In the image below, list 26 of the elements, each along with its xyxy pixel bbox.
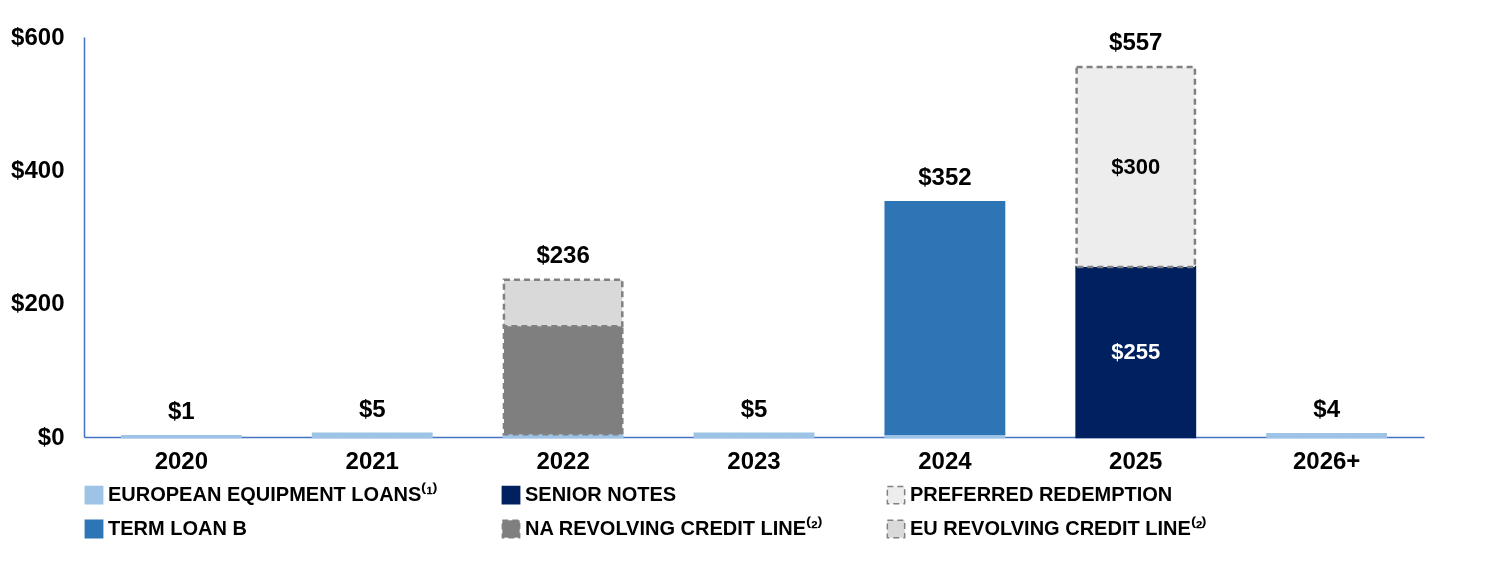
total-label: $352 [918, 163, 972, 191]
x-tick-label: 2025 [1109, 446, 1163, 474]
total-label: $5 [358, 394, 386, 422]
legend-label: PREFERRED REDEMPTION [910, 483, 1173, 506]
y-tick-label: $0 [37, 422, 65, 450]
data-label: $300 [1111, 154, 1161, 179]
legend-label: TERM LOAN B [108, 517, 247, 539]
y-tick-label: $200 [11, 289, 65, 317]
x-tick-label: 2022 [536, 446, 590, 474]
total-label: $557 [1109, 28, 1163, 55]
y-tick-label: $400 [11, 155, 65, 183]
data-label: $255 [1111, 339, 1161, 364]
x-tick-label: 2023 [727, 446, 781, 474]
x-tick-label: 2026+ [1292, 446, 1361, 474]
total-label: $5 [740, 394, 768, 422]
legend-label: SENIOR NOTES [525, 483, 677, 506]
x-tick-label: 2024 [918, 446, 973, 474]
x-tick-label: 2020 [154, 446, 209, 474]
x-tick-label: 2021 [345, 446, 399, 474]
y-tick-label: $600 [11, 22, 65, 50]
total-label: $236 [536, 240, 590, 268]
total-label: $4 [1313, 395, 1341, 423]
legend-label: EUROPEAN EQUIPMENT LOANS⁽¹⁾ [108, 482, 439, 506]
total-label: $1 [168, 397, 195, 425]
legend-label: NA REVOLVING CREDIT LINE⁽²⁾ [525, 516, 823, 539]
legend-label: EU REVOLVING CREDIT LINE⁽²⁾ [910, 516, 1208, 539]
